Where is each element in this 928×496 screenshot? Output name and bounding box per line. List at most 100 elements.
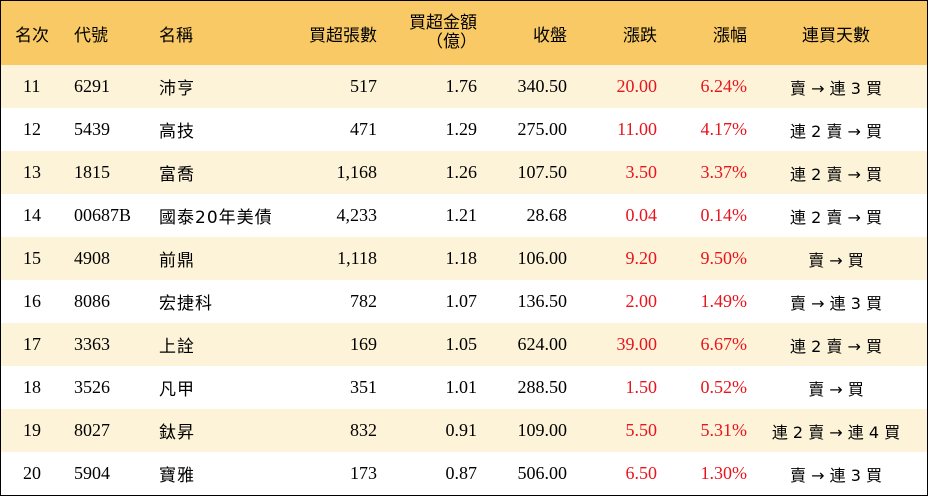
cell-close: 624.00 <box>517 334 568 354</box>
cell-amount: 1.29 <box>445 119 478 139</box>
cell-amount: 1.26 <box>445 162 478 182</box>
cell-net-lots: 173 <box>350 463 377 483</box>
cell-pct: 0.14% <box>700 205 748 225</box>
cell-change: 11.00 <box>617 119 657 139</box>
header-name: 名稱 <box>159 25 193 46</box>
table-row: 19 8027 鈦昇 832 0.91 109.00 5.50 5.31% 連 2 賣 → 連 … <box>1 409 927 452</box>
header-streak: 連買天數 <box>802 25 870 46</box>
cell-name: 上詮 <box>159 337 195 357</box>
cell-net-lots: 471 <box>350 119 377 139</box>
table-row: 12 5439 高技 471 1.29 275.00 11.00 4.17% 連 2 賣 → 買 <box>1 108 927 151</box>
cell-amount: 0.87 <box>445 463 478 483</box>
cell-pct: 4.17% <box>700 119 748 139</box>
cell-code: 3363 <box>74 334 110 354</box>
cell-change: 5.50 <box>625 420 658 440</box>
cell-change: 20.00 <box>616 76 658 96</box>
cell-net-lots: 4,233 <box>336 205 378 225</box>
cell-pct: 1.30% <box>700 463 748 483</box>
cell-rank: 18 <box>23 377 41 397</box>
cell-amount: 1.18 <box>445 248 478 268</box>
cell-amount: 1.05 <box>445 334 478 354</box>
cell-code: 8086 <box>74 291 110 311</box>
cell-pct: 6.24% <box>700 76 748 96</box>
cell-change: 6.50 <box>625 463 658 483</box>
cell-change: 9.20 <box>625 248 658 268</box>
cell-streak: 賣 → 連 3 買 <box>790 293 882 313</box>
cell-name: 前鼎 <box>159 251 195 271</box>
cell-close: 288.50 <box>517 377 568 397</box>
table-row: 15 4908 前鼎 1,118 1.18 106.00 9.20 9.50% 賣 → 買 <box>1 237 927 280</box>
header-amount-label: 買超金額 <box>409 13 477 33</box>
cell-name: 沛亨 <box>159 79 195 99</box>
cell-amount: 1.21 <box>445 205 478 225</box>
cell-close: 106.00 <box>517 248 568 268</box>
header-close: 收盤 <box>533 25 567 46</box>
header-pct: 漲幅 <box>713 25 747 46</box>
cell-rank: 11 <box>23 76 41 96</box>
table-header: 名次 代號 名稱 買超張數 買超金額 （億） 收盤 漲跌 漲幅 連買天數 <box>1 1 927 65</box>
cell-streak: 賣 → 連 3 買 <box>790 465 882 485</box>
header-code: 代號 <box>74 25 108 46</box>
cell-name: 富喬 <box>159 165 195 185</box>
cell-close: 136.50 <box>517 291 568 311</box>
cell-close: 28.68 <box>526 205 568 225</box>
cell-code: 1815 <box>74 162 110 182</box>
cell-change: 3.50 <box>625 162 658 182</box>
table-row: 20 5904 寶雅 173 0.87 506.00 6.50 1.30% 賣 → 連 3 買 <box>1 452 927 495</box>
cell-streak: 連 2 賣 → 買 <box>790 164 882 184</box>
cell-amount: 1.76 <box>445 76 478 96</box>
cell-close: 109.00 <box>517 420 568 440</box>
cell-name: 凡甲 <box>159 380 195 400</box>
cell-code: 00687B <box>74 205 132 225</box>
cell-streak: 賣 → 買 <box>808 250 864 270</box>
cell-rank: 19 <box>23 420 41 440</box>
cell-rank: 14 <box>23 205 41 225</box>
table-row: 11 6291 沛亨 517 1.76 340.50 20.00 6.24% 賣 → 連 3 買 <box>1 65 927 108</box>
cell-name: 國泰20年美債 <box>159 208 273 228</box>
cell-pct: 9.50% <box>700 248 748 268</box>
cell-rank: 17 <box>23 334 41 354</box>
cell-pct: 3.37% <box>700 162 748 182</box>
cell-amount: 1.01 <box>445 377 478 397</box>
table-row: 14 00687B 國泰20年美債 4,233 1.21 28.68 0.04 0.14% 連 … <box>1 194 927 237</box>
cell-name: 寶雅 <box>159 466 195 486</box>
cell-net-lots: 1,168 <box>336 162 378 182</box>
cell-streak: 連 2 賣 → 連 4 買 <box>771 422 901 442</box>
cell-streak: 連 2 賣 → 買 <box>790 121 882 141</box>
cell-code: 6291 <box>74 76 110 96</box>
cell-pct: 6.67% <box>700 334 748 354</box>
cell-code: 5904 <box>74 463 110 483</box>
cell-close: 506.00 <box>517 463 568 483</box>
cell-change: 0.04 <box>625 205 658 225</box>
cell-streak: 賣 → 買 <box>808 379 864 399</box>
cell-rank: 15 <box>23 248 41 268</box>
cell-code: 3526 <box>74 377 110 397</box>
cell-change: 1.50 <box>625 377 658 397</box>
cell-net-lots: 1,118 <box>337 248 377 268</box>
cell-rank: 12 <box>23 119 41 139</box>
cell-pct: 1.49% <box>700 291 748 311</box>
table-row: 13 1815 富喬 1,168 1.26 107.50 3.50 3.37% 連 2 賣 → … <box>1 151 927 194</box>
header-change: 漲跌 <box>623 25 657 46</box>
cell-close: 107.50 <box>517 162 568 182</box>
cell-code: 5439 <box>74 119 110 139</box>
cell-amount: 0.91 <box>445 420 478 440</box>
cell-net-lots: 832 <box>350 420 377 440</box>
cell-name: 宏捷科 <box>159 294 213 314</box>
table-row: 16 8086 宏捷科 782 1.07 136.50 2.00 1.49% 賣 → 連 3 買 <box>1 280 927 323</box>
header-amount: 買超金額 （億） <box>381 1 477 65</box>
cell-net-lots: 169 <box>350 334 377 354</box>
cell-change: 39.00 <box>616 334 658 354</box>
table-row: 18 3526 凡甲 351 1.01 288.50 1.50 0.52% 賣 → 買 <box>1 366 927 409</box>
cell-streak: 賣 → 連 3 買 <box>790 78 882 98</box>
cell-rank: 20 <box>23 463 41 483</box>
cell-pct: 5.31% <box>700 420 748 440</box>
cell-name: 高技 <box>159 122 195 142</box>
cell-change: 2.00 <box>625 291 658 311</box>
table-row: 17 3363 上詮 169 1.05 624.00 39.00 6.67% 連 2 賣 → 買 <box>1 323 927 366</box>
cell-close: 275.00 <box>517 119 568 139</box>
cell-rank: 13 <box>23 162 41 182</box>
cell-close: 340.50 <box>517 76 568 96</box>
header-rank: 名次 <box>15 25 49 46</box>
